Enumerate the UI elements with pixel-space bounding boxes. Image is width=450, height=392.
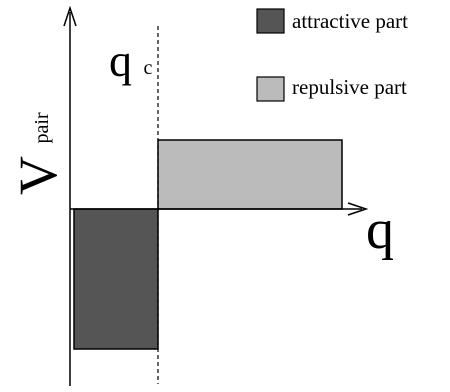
legend-label-repulsive: repulsive part — [292, 75, 407, 99]
y-axis-arrow — [63, 5, 77, 27]
threshold-label: q c — [109, 35, 153, 86]
x-axis-arrow — [347, 202, 369, 216]
legend-swatch-attractive — [256, 8, 285, 34]
threshold-label-sub: c — [144, 57, 153, 79]
repulsive-block — [157, 139, 343, 210]
legend-swatch-repulsive — [256, 76, 285, 102]
y-axis-label-main: V — [8, 156, 68, 195]
y-axis-label-sub: pair — [31, 112, 53, 143]
attractive-block — [73, 208, 159, 350]
threshold-label-main: q — [109, 35, 132, 86]
legend-label-attractive: attractive part — [292, 9, 408, 33]
y-axis-label: V pair — [8, 112, 68, 195]
x-axis-label: q — [366, 199, 394, 261]
